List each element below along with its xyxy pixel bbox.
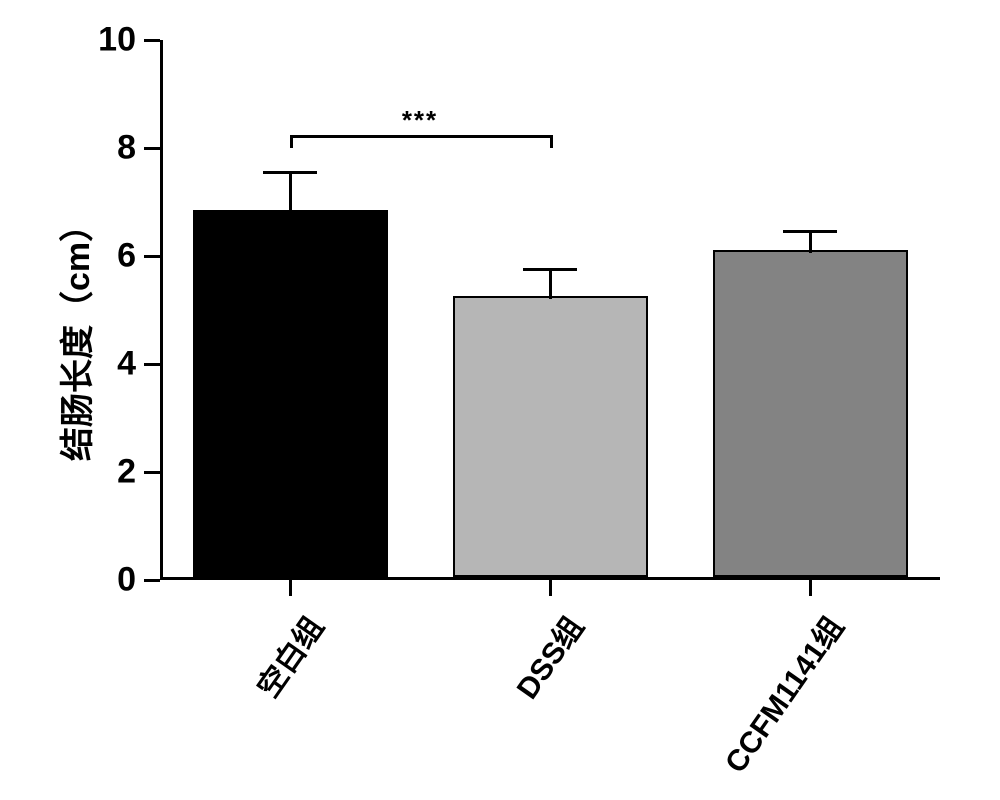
error-cap (263, 171, 318, 174)
y-tick-label: 10 (72, 21, 136, 60)
y-tick (144, 471, 160, 474)
error-cap (783, 230, 838, 233)
x-category-label: DSS组 (503, 606, 592, 706)
x-category-label: 空白组 (244, 606, 332, 705)
y-tick-label: 6 (72, 237, 136, 276)
error-cap (523, 268, 578, 271)
y-tick (144, 579, 160, 582)
y-tick (144, 255, 160, 258)
significance-bracket-drop (550, 135, 553, 149)
y-tick (144, 39, 160, 42)
significance-bracket-drop (290, 135, 293, 149)
x-category-label: CCFM1141组 (712, 606, 852, 780)
bar-chart: 结肠长度（cm） *** 0246810空白组DSS组CCFM1141组 (0, 0, 1000, 800)
y-axis-line (160, 40, 163, 580)
bar (193, 210, 388, 577)
x-tick (809, 580, 812, 596)
y-tick-label: 8 (72, 129, 136, 168)
error-bar (809, 232, 812, 254)
bar (453, 296, 648, 577)
y-tick-label: 2 (72, 453, 136, 492)
bar (713, 250, 908, 577)
y-tick-label: 0 (72, 561, 136, 600)
error-bar (549, 270, 552, 300)
x-tick (289, 580, 292, 596)
y-tick-label: 4 (72, 345, 136, 384)
plot-area: *** (160, 40, 940, 580)
y-tick (144, 363, 160, 366)
significance-label: *** (290, 105, 550, 136)
y-tick (144, 147, 160, 150)
x-tick (549, 580, 552, 596)
error-bar (289, 172, 292, 213)
